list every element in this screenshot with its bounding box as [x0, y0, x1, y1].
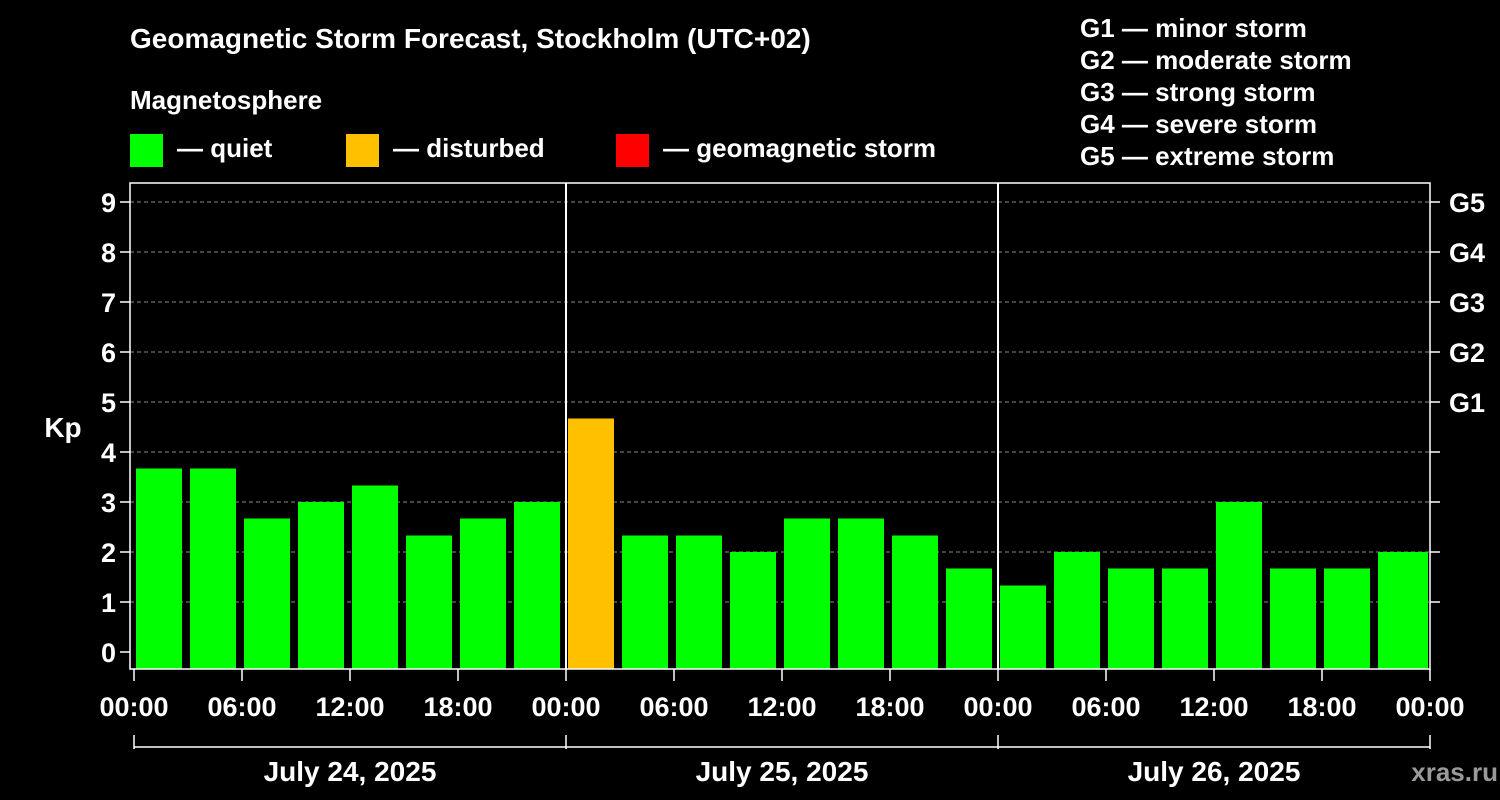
- kp-bar: [1378, 552, 1428, 669]
- x-tick-label: 12:00: [315, 692, 384, 722]
- scale-legend-g5: G5 — extreme storm: [1080, 141, 1334, 171]
- kp-bar: [1324, 568, 1370, 669]
- y-tick-label: 0: [101, 638, 116, 668]
- x-tick-label: 18:00: [855, 692, 924, 722]
- x-tick-label: 06:00: [207, 692, 276, 722]
- kp-bar: [1000, 585, 1046, 669]
- x-tick-label: 00:00: [1395, 692, 1464, 722]
- x-tick-label: 18:00: [1287, 692, 1356, 722]
- y-tick-label: 7: [101, 288, 116, 318]
- x-axis-ticks: 00:00 06:00 12:00 18:00 00:00 06:00 12:00 18:00…: [99, 669, 1465, 722]
- y-tick-label: 2: [101, 538, 116, 568]
- kp-bar: [1216, 502, 1262, 669]
- chart-title: Geomagnetic Storm Forecast, Stockholm (U…: [130, 23, 811, 54]
- kp-bar: [1108, 568, 1154, 669]
- g-scale-label: G3: [1449, 288, 1485, 318]
- legend-storm-label: — geomagnetic storm: [663, 133, 936, 163]
- g-scale-label: G2: [1449, 338, 1485, 368]
- day-dividers: [565, 183, 999, 669]
- date-label: July 25, 2025: [696, 756, 869, 787]
- bars: [136, 418, 1428, 669]
- kp-bar: [838, 518, 884, 669]
- chart-subtitle: Magnetosphere: [130, 85, 322, 115]
- y-tick-label: 4: [101, 438, 116, 468]
- x-tick-label: 12:00: [747, 692, 816, 722]
- x-tick-label: 00:00: [531, 692, 600, 722]
- y-axis-label: Kp: [44, 412, 81, 443]
- y-tick-label: 9: [101, 188, 116, 218]
- y-tick-label: 5: [101, 388, 116, 418]
- kp-bar: [568, 418, 614, 669]
- date-label: July 24, 2025: [264, 756, 437, 787]
- y-axis-ticks: 0 1 2 3 4 5 6 7 8 9: [101, 188, 130, 668]
- scale-legend-g4: G4 — severe storm: [1080, 109, 1317, 139]
- scale-legend-g1: G1 — minor storm: [1080, 13, 1307, 43]
- scale-legend-g2: G2 — moderate storm: [1080, 45, 1352, 75]
- kp-bar: [406, 535, 452, 669]
- watermark: xras.ru: [1411, 757, 1498, 787]
- x-tick-label: 12:00: [1179, 692, 1248, 722]
- kp-bar: [946, 568, 992, 669]
- kp-bar: [1162, 568, 1208, 669]
- kp-bar: [784, 518, 830, 669]
- date-label: July 26, 2025: [1128, 756, 1301, 787]
- g-scale-label: G5: [1449, 188, 1485, 218]
- g-scale-label: G4: [1449, 238, 1485, 268]
- x-tick-label: 06:00: [1071, 692, 1140, 722]
- x-tick-label: 18:00: [423, 692, 492, 722]
- kp-bar: [1054, 552, 1100, 669]
- kp-bar: [892, 535, 938, 669]
- kp-bar: [676, 535, 722, 669]
- y-tick-label: 6: [101, 338, 116, 368]
- y-tick-label: 3: [101, 488, 116, 518]
- legend-quiet-swatch: [130, 134, 163, 167]
- kp-bar: [244, 518, 290, 669]
- kp-bar: [352, 485, 398, 669]
- legend-disturbed-swatch: [346, 134, 379, 167]
- y-tick-label: 1: [101, 588, 116, 618]
- scale-legend-g3: G3 — strong storm: [1080, 77, 1315, 107]
- kp-bar: [1270, 568, 1316, 669]
- legend-storm-swatch: [616, 134, 649, 167]
- plot-frame: [129, 182, 1431, 670]
- right-axis-ticks: G1 G2 G3 G4 G5: [1430, 188, 1485, 603]
- legend-disturbed-label: — disturbed: [393, 133, 545, 163]
- kp-bar: [514, 502, 560, 669]
- kp-bar: [622, 535, 668, 669]
- date-axis: July 24, 2025 July 25, 2025 July 26, 2025: [133, 735, 1431, 787]
- kp-bar: [730, 552, 776, 669]
- legend-quiet-label: — quiet: [177, 133, 273, 163]
- x-tick-label: 00:00: [963, 692, 1032, 722]
- y-tick-label: 8: [101, 238, 116, 268]
- x-tick-label: 06:00: [639, 692, 708, 722]
- x-tick-label: 00:00: [99, 692, 168, 722]
- kp-bar: [460, 518, 506, 669]
- g-scale-label: G1: [1449, 388, 1485, 418]
- kp-bar: [190, 468, 236, 669]
- kp-bar: [136, 468, 182, 669]
- kp-bar: [298, 502, 344, 669]
